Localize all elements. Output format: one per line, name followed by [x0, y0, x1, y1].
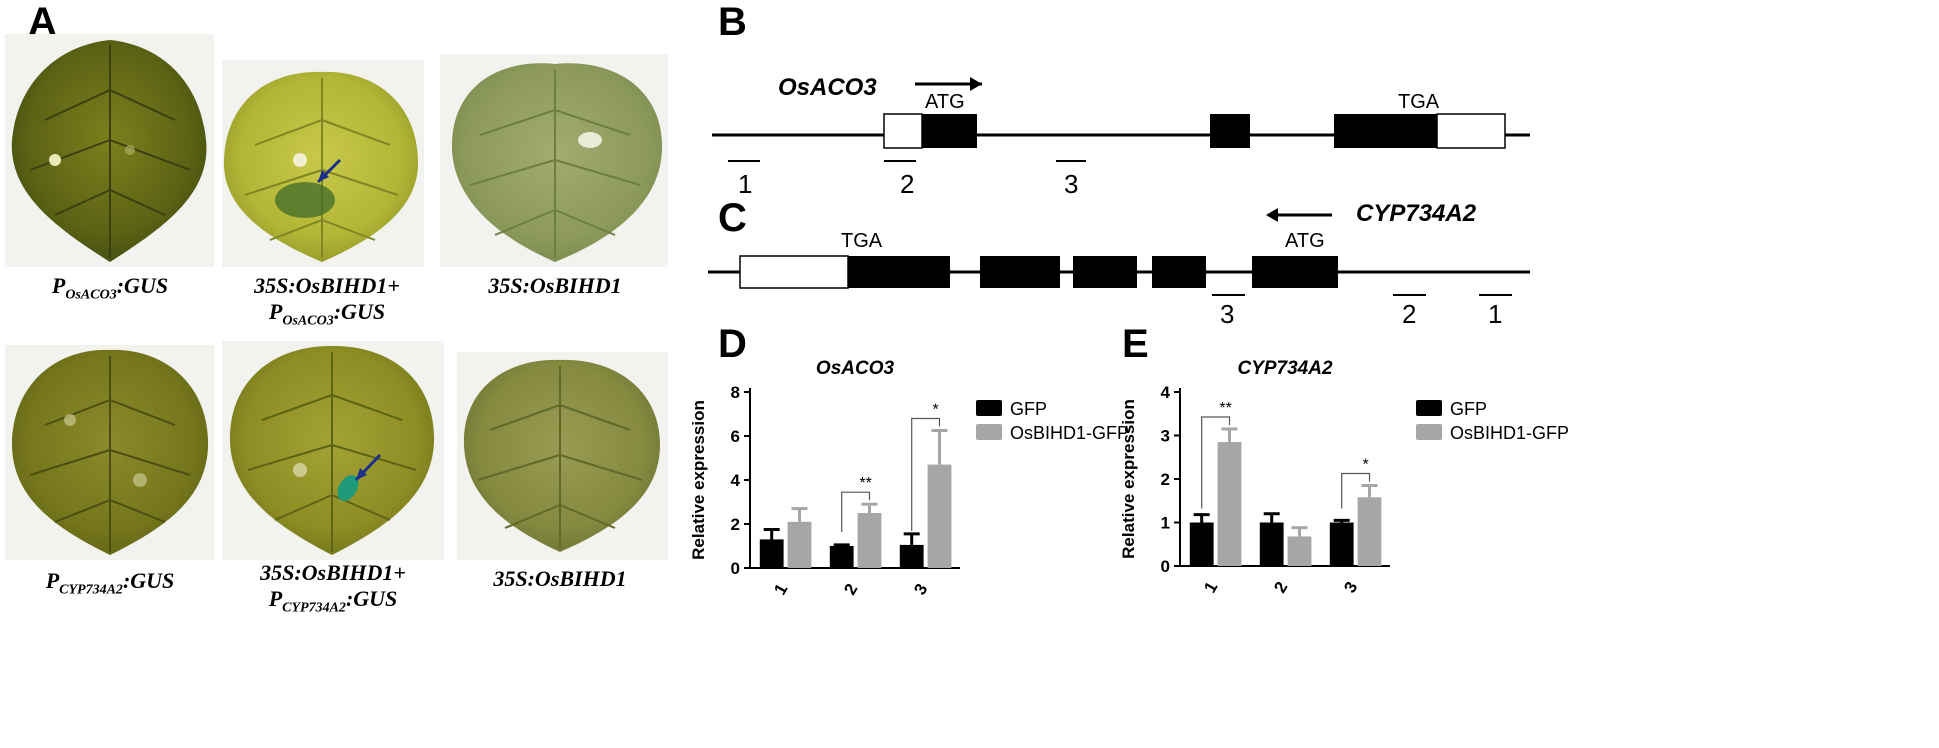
x-tick-label: 1	[1200, 578, 1221, 596]
significance-marker: *	[1362, 457, 1368, 474]
bar-chart-cyp734a2: CYP734A2 Relative expression 0 1 2 3 4 1 ** 2 3 * GF…	[1120, 358, 1569, 596]
start-codon-label-c: ATG	[1285, 230, 1325, 252]
bar-gfp-2	[829, 546, 854, 568]
bar-gfp-3	[899, 544, 924, 568]
caption-leaf-6: 35S:OsBIHD1	[493, 566, 627, 591]
significance-bracket	[841, 491, 871, 532]
x-tick-label: 2	[840, 580, 861, 598]
primer-2-label: 2	[900, 169, 914, 199]
gene-name-cyp734a2: CYP734A2	[1356, 200, 1477, 227]
y-tick-label: 1	[1161, 514, 1170, 533]
leaf-posaco3-gus	[11, 40, 207, 262]
exon-c-1	[848, 256, 950, 288]
bar-gfp-1	[1189, 522, 1214, 566]
caption-leaf-1: POsACO3:GUS	[51, 273, 169, 303]
leaf-35s-osbihd1-posaco3-gus	[223, 71, 419, 262]
stop-codon-label-c: TGA	[841, 230, 883, 252]
y-tick-label: 4	[1161, 383, 1171, 402]
bar-gfp-1	[759, 539, 784, 568]
legend-swatch-0	[1416, 400, 1442, 416]
significance-bracket	[1341, 472, 1371, 509]
x-tick-label: 1	[770, 580, 791, 598]
significance-marker: **	[1219, 400, 1231, 417]
caption-leaf-5: 35S:OsBIHD1+ PCYP734A2:GUS	[260, 560, 406, 616]
utr-3-box-c	[739, 255, 849, 289]
bar-osbihd1-gfp-3	[927, 464, 952, 568]
exon-c-2	[980, 256, 1060, 288]
panel-label-e: E	[1122, 322, 1149, 366]
y-tick-label: 3	[1161, 427, 1170, 446]
y-axis-label: Relative expression	[1120, 399, 1138, 559]
leaf-35s-osbihd1-pcyp734a2-gus	[229, 345, 435, 555]
exon-c-3	[1073, 256, 1137, 288]
leaf-35s-osbihd1-row2	[463, 359, 660, 552]
leaf-35s-osbihd1-row1	[451, 63, 663, 262]
bar-osbihd1-gfp-2	[857, 513, 882, 568]
x-tick-label: 2	[1270, 578, 1291, 596]
start-codon-label: ATG	[925, 91, 965, 113]
leaf-pcyp734a2-gus	[11, 349, 209, 555]
y-tick-label: 8	[731, 383, 740, 402]
y-tick-label: 4	[731, 471, 741, 490]
y-tick-label: 2	[1161, 470, 1170, 489]
caption-leaf-3: 35S:OsBIHD1	[488, 273, 622, 298]
legend-label-1: OsBIHD1-GFP	[1010, 423, 1129, 443]
x-tick-label: 3	[910, 580, 931, 598]
bar-osbihd1-gfp-1	[787, 521, 812, 568]
exon-1	[922, 114, 977, 148]
panel-label-b: B	[718, 0, 747, 44]
utr-3-box	[1436, 113, 1506, 149]
bar-osbihd1-gfp-2	[1287, 536, 1312, 566]
exon-2	[1210, 114, 1250, 148]
exon-c-5	[1252, 256, 1338, 288]
chart-title: OsACO3	[816, 358, 895, 379]
gene-name-osaco3: OsACO3	[778, 74, 877, 101]
significance-bracket	[911, 417, 941, 531]
primer-c-1-label: 1	[1488, 299, 1502, 326]
utr-5-box	[883, 113, 923, 149]
bar-chart-osaco3: OsACO3 Relative expression 0 2 4 6 8 1 2 ** 3 * GFP O…	[690, 358, 1129, 598]
bar-gfp-3	[1329, 522, 1354, 566]
y-axis-label: Relative expression	[690, 400, 708, 560]
arrow-head-right	[970, 77, 982, 91]
gene-structure-osaco3: OsACO3 ATG TGA 1 2 3	[712, 74, 1530, 199]
y-tick-label: 0	[1161, 557, 1170, 576]
y-tick-label: 6	[731, 427, 740, 446]
primer-3-label: 3	[1064, 169, 1078, 199]
panel-label-c: C	[718, 196, 747, 240]
primer-1-label: 1	[738, 169, 752, 199]
exon-3	[1334, 114, 1437, 148]
significance-marker: **	[859, 475, 871, 492]
gene-structure-cyp734a2: CYP734A2 TGA ATG 3 2 1	[708, 200, 1530, 326]
exon-c-4	[1152, 256, 1206, 288]
caption-leaf-4: PCYP734A2:GUS	[45, 568, 175, 598]
legend-swatch-0	[976, 400, 1002, 416]
arrow-head-left	[1266, 208, 1278, 222]
legend-swatch-1	[1416, 424, 1442, 440]
significance-bracket	[1201, 416, 1231, 509]
stop-codon-label: TGA	[1398, 91, 1440, 113]
caption-leaf-2: 35S:OsBIHD1+ POsACO3:GUS	[254, 273, 400, 329]
legend-swatch-1	[976, 424, 1002, 440]
leaf-photo-grid	[5, 34, 668, 560]
legend-label-1: OsBIHD1-GFP	[1450, 423, 1569, 443]
y-tick-label: 2	[731, 515, 740, 534]
bar-osbihd1-gfp-1	[1217, 442, 1242, 566]
panel-label-d: D	[718, 322, 747, 366]
chart-title: CYP734A2	[1237, 358, 1332, 379]
legend-label-0: GFP	[1450, 399, 1487, 419]
primer-c-3-label: 3	[1220, 299, 1234, 326]
primer-c-2-label: 2	[1402, 299, 1416, 326]
significance-marker: *	[932, 402, 938, 419]
y-tick-label: 0	[731, 559, 740, 578]
legend-label-0: GFP	[1010, 399, 1047, 419]
bar-osbihd1-gfp-3	[1357, 497, 1382, 566]
x-tick-label: 3	[1340, 578, 1361, 596]
bar-gfp-2	[1259, 522, 1284, 566]
